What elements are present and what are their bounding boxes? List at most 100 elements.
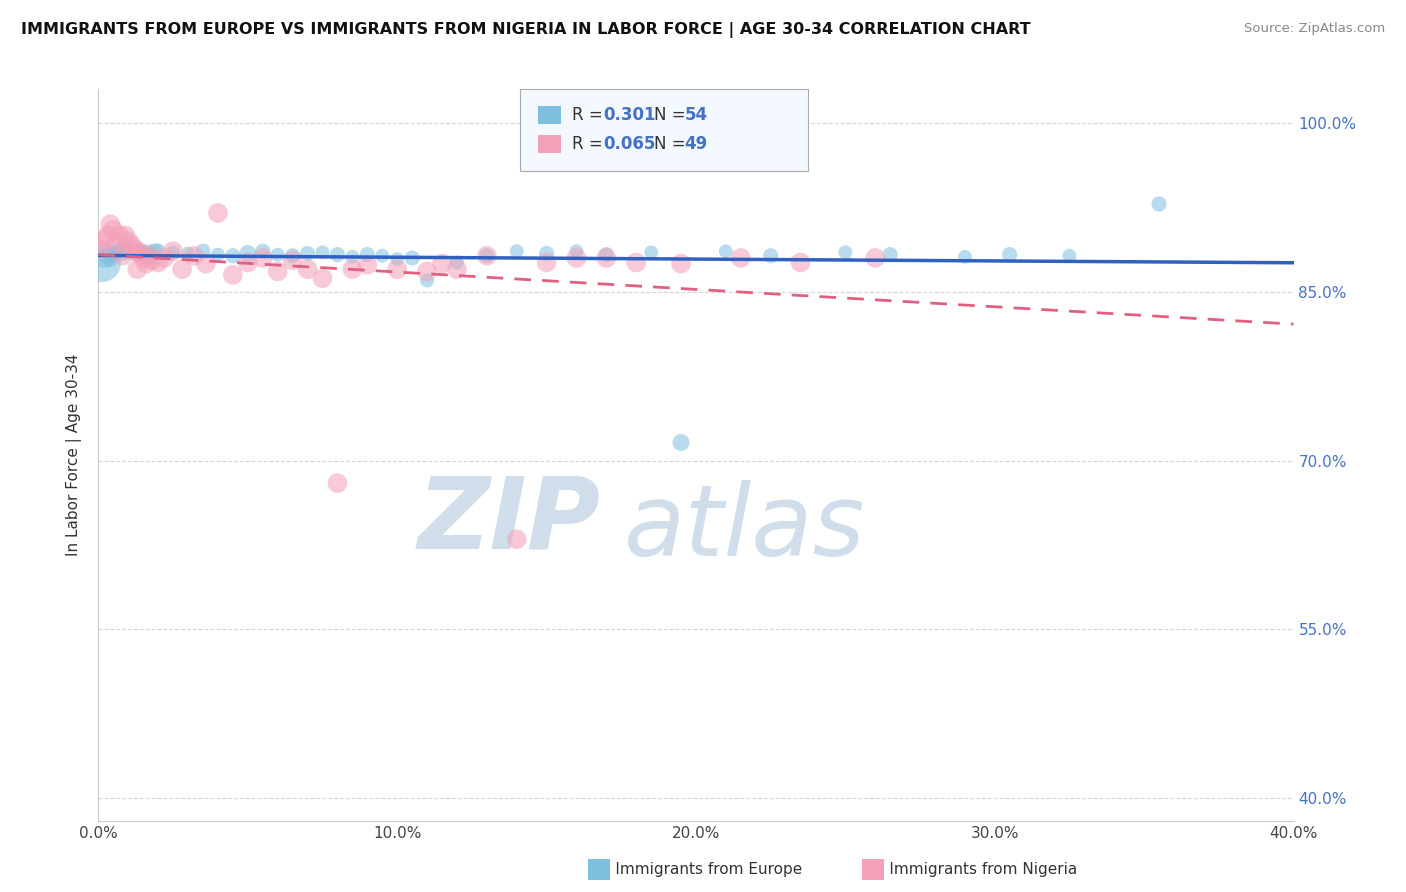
Point	[342, 262, 364, 277]
Point	[385, 252, 409, 266]
Point	[117, 243, 139, 257]
Point	[267, 264, 290, 278]
Point	[281, 253, 304, 268]
Point	[356, 247, 378, 261]
Point	[141, 253, 163, 268]
Point	[222, 268, 245, 282]
Point	[162, 245, 184, 260]
Point	[135, 257, 157, 271]
Point	[252, 251, 274, 265]
Point	[172, 262, 194, 277]
Point	[96, 228, 118, 243]
Point	[1059, 249, 1081, 263]
Point	[834, 245, 856, 260]
Point	[506, 244, 529, 259]
Point	[879, 247, 901, 261]
Point	[236, 246, 259, 260]
Text: N =: N =	[654, 135, 690, 153]
Point	[669, 435, 692, 450]
Point	[236, 255, 259, 269]
Point	[114, 228, 136, 243]
Point	[416, 264, 439, 278]
Point	[730, 251, 752, 265]
Point	[127, 247, 149, 261]
Point	[111, 249, 134, 263]
Point	[595, 251, 617, 265]
Point	[90, 255, 112, 269]
Point	[267, 247, 290, 261]
Point	[96, 249, 118, 263]
Point	[953, 250, 976, 264]
Point	[117, 234, 139, 248]
Point	[103, 223, 125, 237]
Text: 0.065: 0.065	[603, 135, 655, 153]
Point	[385, 262, 409, 277]
Point	[506, 533, 529, 547]
Y-axis label: In Labor Force | Age 30-34: In Labor Force | Age 30-34	[66, 353, 83, 557]
Point	[401, 251, 423, 265]
Point	[1147, 197, 1170, 211]
Text: R =: R =	[572, 106, 609, 124]
Text: 0.301: 0.301	[603, 106, 655, 124]
Point	[108, 242, 131, 256]
Text: N =: N =	[654, 106, 690, 124]
Point	[132, 251, 155, 265]
Point	[120, 237, 142, 252]
Point	[326, 247, 349, 261]
Text: Immigrants from Nigeria: Immigrants from Nigeria	[865, 863, 1077, 877]
Point	[565, 251, 588, 265]
Point	[446, 255, 468, 269]
Point	[124, 244, 146, 259]
Point	[98, 217, 122, 231]
Text: 49: 49	[685, 135, 709, 153]
Point	[124, 242, 146, 256]
Point	[759, 249, 782, 263]
Point	[141, 249, 163, 263]
Point	[195, 257, 218, 271]
Point	[311, 271, 333, 285]
Point	[865, 251, 887, 265]
Point	[127, 262, 149, 277]
Point	[998, 247, 1021, 261]
Point	[475, 249, 498, 263]
Point	[98, 253, 122, 268]
Text: ZIP: ZIP	[418, 472, 600, 569]
Text: Immigrants from Europe: Immigrants from Europe	[591, 863, 801, 877]
Point	[103, 247, 125, 261]
Point	[148, 244, 170, 259]
Point	[191, 244, 214, 259]
Point	[626, 255, 648, 269]
Point	[93, 233, 115, 247]
Point	[207, 247, 229, 261]
Text: Source: ZipAtlas.com: Source: ZipAtlas.com	[1244, 22, 1385, 36]
Point	[416, 273, 439, 287]
Point	[326, 476, 349, 491]
Point	[153, 251, 176, 265]
Point	[105, 234, 128, 248]
Point	[789, 255, 811, 269]
Point	[129, 245, 152, 260]
Point	[446, 262, 468, 277]
Point	[297, 246, 319, 260]
Point	[714, 244, 737, 259]
Point	[183, 249, 205, 263]
Point	[565, 244, 588, 259]
Point	[111, 245, 134, 260]
Point	[138, 244, 160, 259]
Point	[177, 246, 200, 260]
Point	[595, 247, 617, 261]
Point	[143, 243, 166, 257]
Point	[114, 241, 136, 255]
Point	[105, 244, 128, 259]
Point	[536, 255, 558, 269]
Point	[430, 257, 453, 271]
Point	[120, 246, 142, 260]
Point	[222, 249, 245, 263]
Text: R =: R =	[572, 135, 609, 153]
Point	[475, 249, 498, 263]
Point	[252, 244, 274, 259]
Point	[135, 246, 157, 260]
Point	[342, 250, 364, 264]
Point	[138, 249, 160, 263]
Point	[669, 257, 692, 271]
